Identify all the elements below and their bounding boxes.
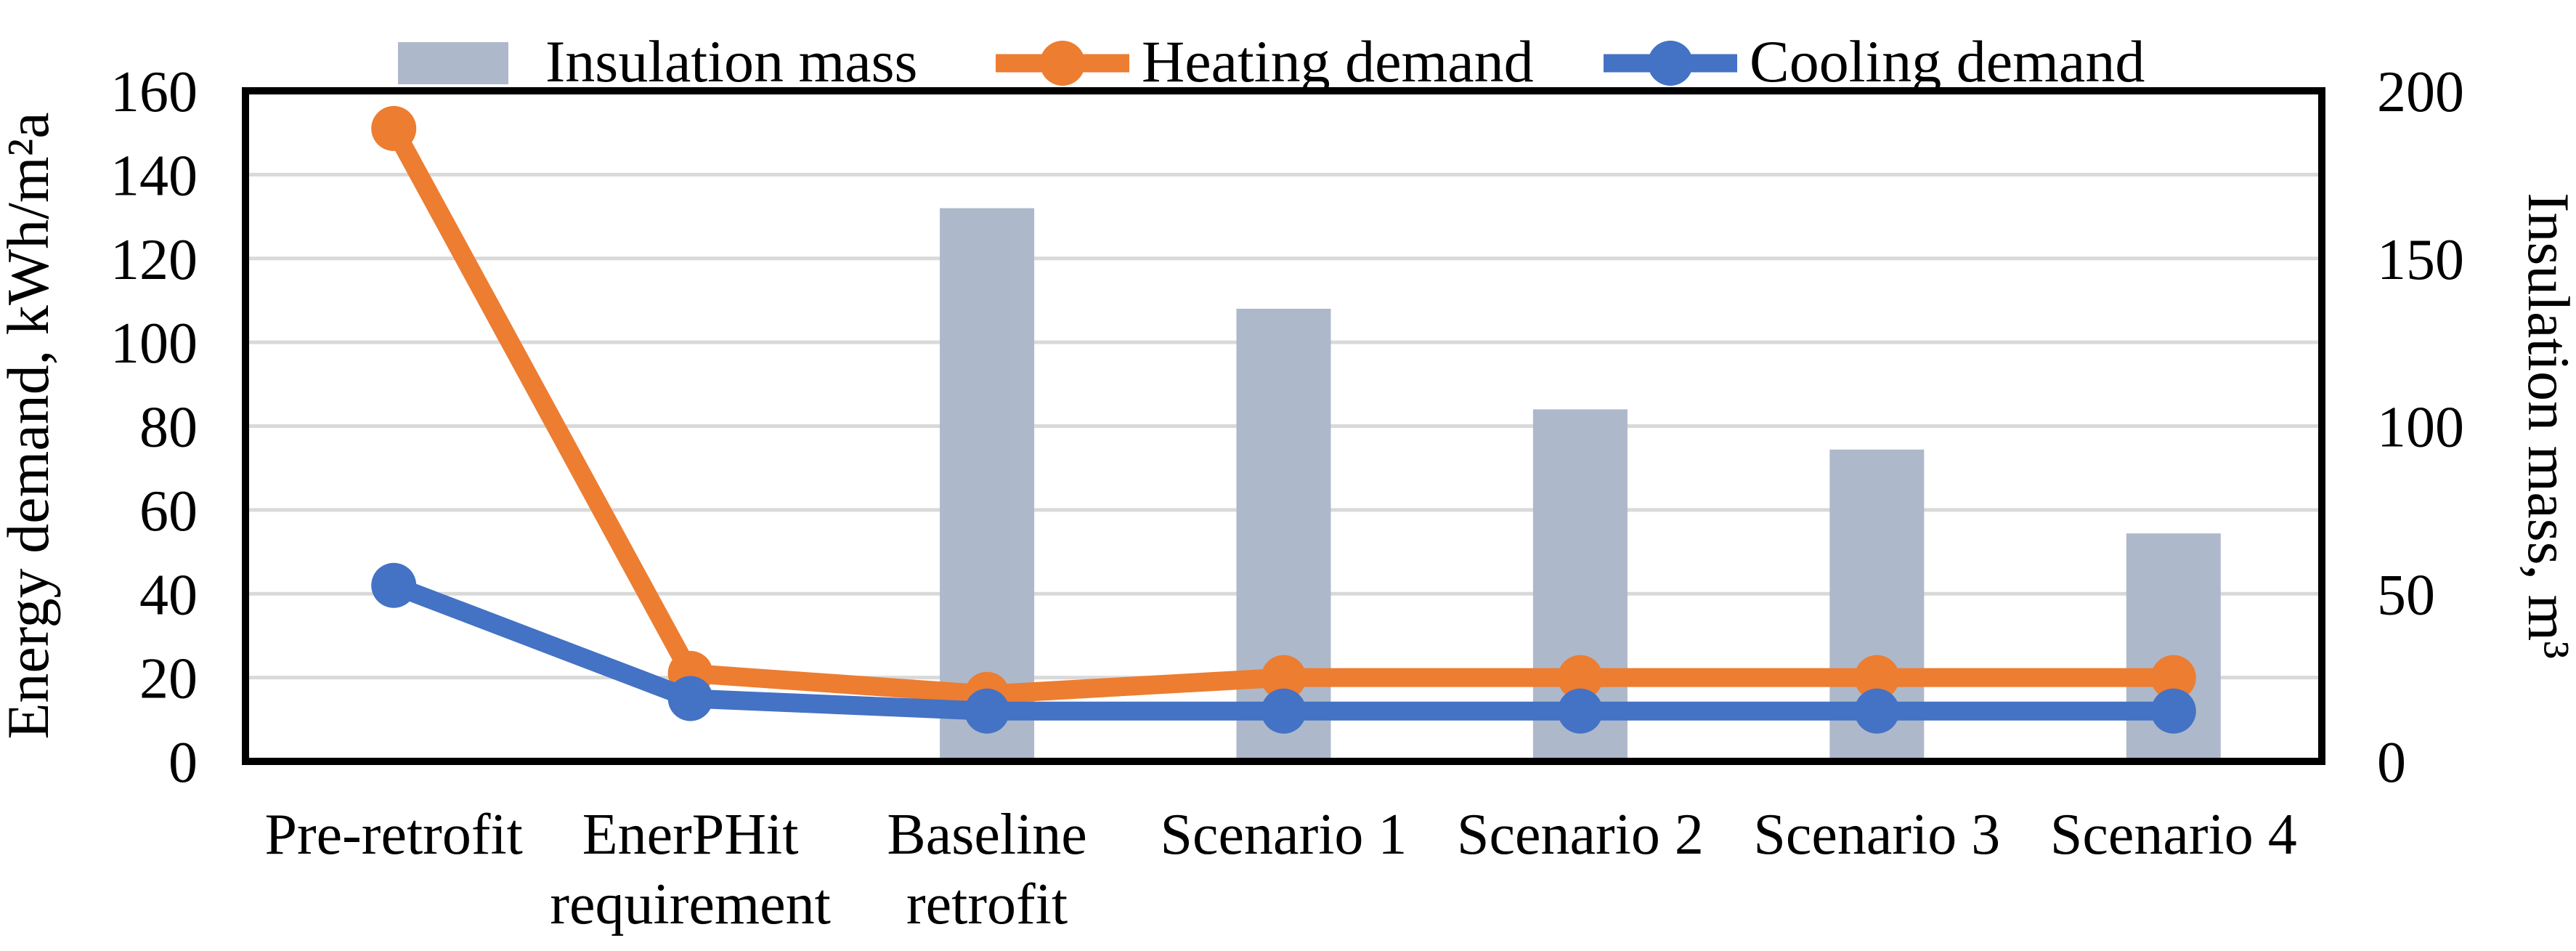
legend-dot-cooling-icon xyxy=(1648,41,1693,86)
left-axis-title: Energy demand, kWh/m²a xyxy=(0,112,61,739)
right-axis-tick-label: 150 xyxy=(2377,228,2464,292)
right-axis-tick-label: 0 xyxy=(2377,731,2406,795)
category-label: requirement xyxy=(550,873,830,936)
category-label: retrofit xyxy=(906,873,1068,936)
right-axis-title: Insulation mass, m³ xyxy=(2516,193,2576,659)
heating-demand-marker xyxy=(1854,655,1900,700)
heating-demand-marker xyxy=(371,105,417,151)
left-axis-tick-label: 120 xyxy=(110,228,198,292)
category-label: Scenario 2 xyxy=(1457,803,1704,867)
right-axis-tick-label: 100 xyxy=(2377,396,2464,460)
legend: Insulation mass Heating demand Cooling d… xyxy=(398,28,2145,94)
category-label: Scenario 3 xyxy=(1753,803,2000,867)
heating-demand-marker xyxy=(2150,655,2196,700)
left-axis-tick-label: 80 xyxy=(139,396,198,460)
legend-label-cooling-demand: Cooling demand xyxy=(1750,28,2145,94)
cooling-demand-marker xyxy=(1854,688,1900,734)
category-label: Baseline xyxy=(887,803,1086,867)
legend-dot-heating-icon xyxy=(1040,41,1085,86)
cooling-demand-marker xyxy=(1557,688,1603,734)
cooling-demand-marker xyxy=(2150,688,2196,734)
legend-swatch-insulation-mass-icon xyxy=(398,42,508,84)
plot-area: 0 20 40 60 80 100 120 140 160 0 50 100 150 200 Pre-ret… xyxy=(110,60,2464,936)
insulation-mass-bar xyxy=(940,208,1035,761)
left-axis-tick-label: 0 xyxy=(168,731,198,795)
left-axis-tick-label: 40 xyxy=(139,563,198,627)
category-label: Scenario 4 xyxy=(2050,803,2297,867)
cooling-demand-marker xyxy=(964,688,1010,734)
left-axis-tick-label: 60 xyxy=(139,479,198,543)
left-axis-tick-label: 160 xyxy=(110,60,198,124)
left-axis-tick-label: 20 xyxy=(139,647,198,711)
right-axis-tick-label: 50 xyxy=(2377,563,2435,627)
left-axis-tick-label: 100 xyxy=(110,312,198,376)
category-label: EnerPHit xyxy=(582,803,799,867)
cooling-demand-marker xyxy=(667,676,713,721)
right-axis-tick-label: 200 xyxy=(2377,60,2464,124)
plot-border xyxy=(242,87,2325,765)
category-label: Scenario 1 xyxy=(1161,803,1407,867)
cooling-demand-marker xyxy=(371,562,417,608)
cooling-demand-marker xyxy=(1261,688,1307,734)
heating-demand-marker xyxy=(1557,655,1603,700)
category-label: Pre-retrofit xyxy=(265,803,523,867)
heating-demand-marker xyxy=(1261,655,1307,700)
legend-label-insulation-mass: Insulation mass xyxy=(545,28,917,94)
left-axis-tick-label: 140 xyxy=(110,144,198,208)
legend-label-heating-demand: Heating demand xyxy=(1142,28,1534,94)
